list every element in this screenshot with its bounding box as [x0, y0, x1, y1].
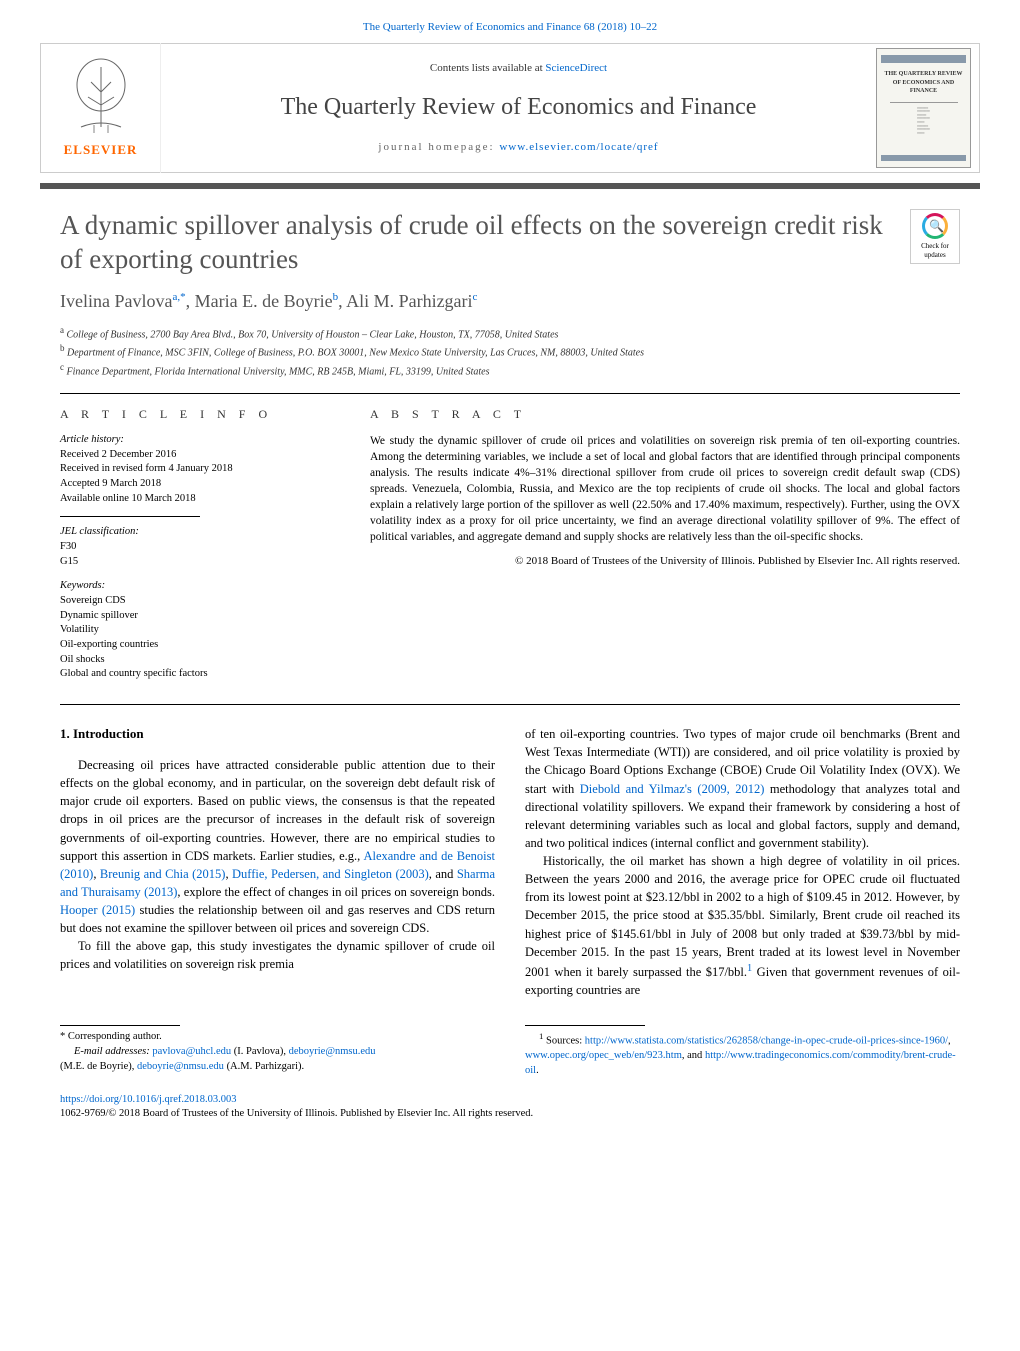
- sciencedirect-link[interactable]: ScienceDirect: [545, 62, 607, 74]
- crossmark-label: Check for updates: [911, 242, 959, 262]
- section-heading: 1. Introduction: [60, 725, 495, 744]
- crossmark-badge[interactable]: Check for updates: [910, 209, 960, 264]
- history-line: Available online 10 March 2018: [60, 492, 340, 507]
- column-left: 1. Introduction Decreasing oil prices ha…: [60, 725, 495, 999]
- source-link[interactable]: www.opec.org/opec_web/en/923.htm: [525, 1050, 682, 1061]
- top-citation-link: The Quarterly Review of Economics and Fi…: [0, 0, 1020, 43]
- doi-link[interactable]: https://doi.org/10.1016/j.qref.2018.03.0…: [60, 1094, 237, 1105]
- jel-code: F30: [60, 540, 340, 555]
- abstract-copyright: © 2018 Board of Trustees of the Universi…: [370, 554, 960, 569]
- abstract-text: We study the dynamic spillover of crude …: [370, 433, 960, 546]
- banner-underline: [40, 183, 980, 189]
- keyword: Dynamic spillover: [60, 609, 340, 624]
- info-abstract-block: A R T I C L E I N F O Article history: R…: [60, 393, 960, 705]
- journal-cover-thumbnail: THE QUARTERLY REVIEW OF ECONOMICS AND FI…: [876, 48, 971, 168]
- keyword: Oil-exporting countries: [60, 638, 340, 653]
- keyword: Global and country specific factors: [60, 667, 340, 682]
- banner-center: Contents lists available at ScienceDirec…: [161, 61, 876, 155]
- email-link[interactable]: deboyrie@nmsu.edu: [289, 1046, 376, 1057]
- ref-link[interactable]: Diebold and Yilmaz's (2009, 2012): [580, 782, 765, 796]
- ref-link[interactable]: Hooper (2015): [60, 903, 135, 917]
- doi-section: https://doi.org/10.1016/j.qref.2018.03.0…: [60, 1093, 960, 1122]
- journal-name: The Quarterly Review of Economics and Fi…: [161, 91, 876, 125]
- article-info-heading: A R T I C L E I N F O: [60, 406, 340, 423]
- footnote-right: 1 Sources: http://www.statista.com/stati…: [525, 1019, 960, 1079]
- paragraph: of ten oil-exporting countries. Two type…: [525, 725, 960, 852]
- footnotes: * Corresponding author. E-mail addresses…: [60, 1019, 960, 1079]
- article-info: A R T I C L E I N F O Article history: R…: [60, 406, 340, 692]
- ref-link[interactable]: Breunig and Chia (2015): [100, 867, 226, 881]
- abstract-heading: A B S T R A C T: [370, 406, 960, 423]
- body-columns: 1. Introduction Decreasing oil prices ha…: [60, 725, 960, 999]
- keyword: Volatility: [60, 623, 340, 638]
- history-line: Received 2 December 2016: [60, 448, 340, 463]
- authors-line: Ivelina Pavlovaa,*, Maria E. de Boyrieb,…: [60, 289, 960, 314]
- paragraph: To fill the above gap, this study invest…: [60, 937, 495, 973]
- homepage-url[interactable]: www.elsevier.com/locate/qref: [499, 141, 658, 153]
- abstract: A B S T R A C T We study the dynamic spi…: [370, 406, 960, 692]
- keyword: Sovereign CDS: [60, 594, 340, 609]
- keywords-label: Keywords:: [60, 579, 340, 594]
- footnote-left: * Corresponding author. E-mail addresses…: [60, 1019, 495, 1079]
- email-link[interactable]: pavlova@uhcl.edu: [152, 1046, 231, 1057]
- jel-code: G15: [60, 555, 340, 570]
- citation-link[interactable]: The Quarterly Review of Economics and Fi…: [363, 21, 657, 33]
- elsevier-wordmark: ELSEVIER: [64, 141, 138, 159]
- history-label: Article history:: [60, 433, 340, 448]
- paragraph: Historically, the oil market has shown a…: [525, 852, 960, 999]
- email-link[interactable]: deboyrie@nmsu.edu: [137, 1061, 224, 1072]
- source-link[interactable]: http://www.statista.com/statistics/26285…: [585, 1036, 948, 1047]
- history-line: Received in revised form 4 January 2018: [60, 462, 340, 477]
- keyword: Oil shocks: [60, 653, 340, 668]
- elsevier-tree-icon: [66, 57, 136, 137]
- elsevier-logo: ELSEVIER: [41, 43, 161, 173]
- ref-link[interactable]: Duffie, Pedersen, and Singleton (2003): [232, 867, 429, 881]
- contents-available: Contents lists available at ScienceDirec…: [161, 61, 876, 76]
- issn-copyright: 1062-9769/© 2018 Board of Trustees of th…: [60, 1107, 960, 1122]
- journal-homepage: journal homepage: www.elsevier.com/locat…: [161, 140, 876, 155]
- affiliations: a College of Business, 2700 Bay Area Blv…: [60, 324, 960, 379]
- column-right: of ten oil-exporting countries. Two type…: [525, 725, 960, 999]
- history-line: Accepted 9 March 2018: [60, 477, 340, 492]
- article-title: A dynamic spillover analysis of crude oi…: [60, 209, 890, 277]
- jel-label: JEL classification:: [60, 525, 340, 540]
- crossmark-icon: [922, 213, 948, 239]
- paragraph: Decreasing oil prices have attracted con…: [60, 756, 495, 937]
- journal-banner: ELSEVIER Contents lists available at Sci…: [40, 43, 980, 173]
